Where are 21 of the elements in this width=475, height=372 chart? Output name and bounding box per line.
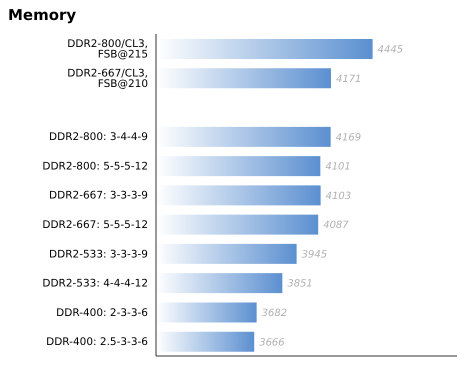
y-tick-label: DDR2-800/CL3, FSB@215 — [67, 38, 148, 61]
data-label: 3682 — [262, 308, 288, 320]
y-tick-label: DDR2-800: 3-4-4-9 — [49, 131, 148, 144]
y-tick-label: DDR2-667/CL3, FSB@210 — [67, 67, 148, 90]
chart-title: Memory — [8, 6, 78, 24]
y-tick-label: DDR-400: 2.5-3-3-6 — [46, 336, 148, 348]
data-label: 4169 — [336, 132, 362, 144]
y-tick-label: DDR2-667: 3-3-3-9 — [49, 190, 148, 202]
data-label: 4087 — [323, 220, 350, 232]
y-tick-label: DDR2-800: 5-5-5-12 — [42, 160, 148, 172]
data-label: 4101 — [325, 162, 351, 173]
data-label: 3666 — [259, 337, 285, 348]
data-label: 3851 — [287, 278, 313, 290]
y-tick-label: DDR2-533: 4-4-4-12 — [42, 278, 148, 290]
y-tick-label: DDR2-533: 3-3-3-9 — [49, 248, 148, 260]
data-label: 3945 — [302, 249, 328, 260]
y-tick-label: DDR-400: 2-3-3-6 — [56, 306, 148, 319]
y-tick-label: DDR2-667: 5-5-5-12 — [42, 219, 148, 231]
data-label: 4103 — [326, 190, 352, 202]
data-label: 4171 — [336, 74, 362, 85]
data-label: 4445 — [378, 44, 404, 56]
